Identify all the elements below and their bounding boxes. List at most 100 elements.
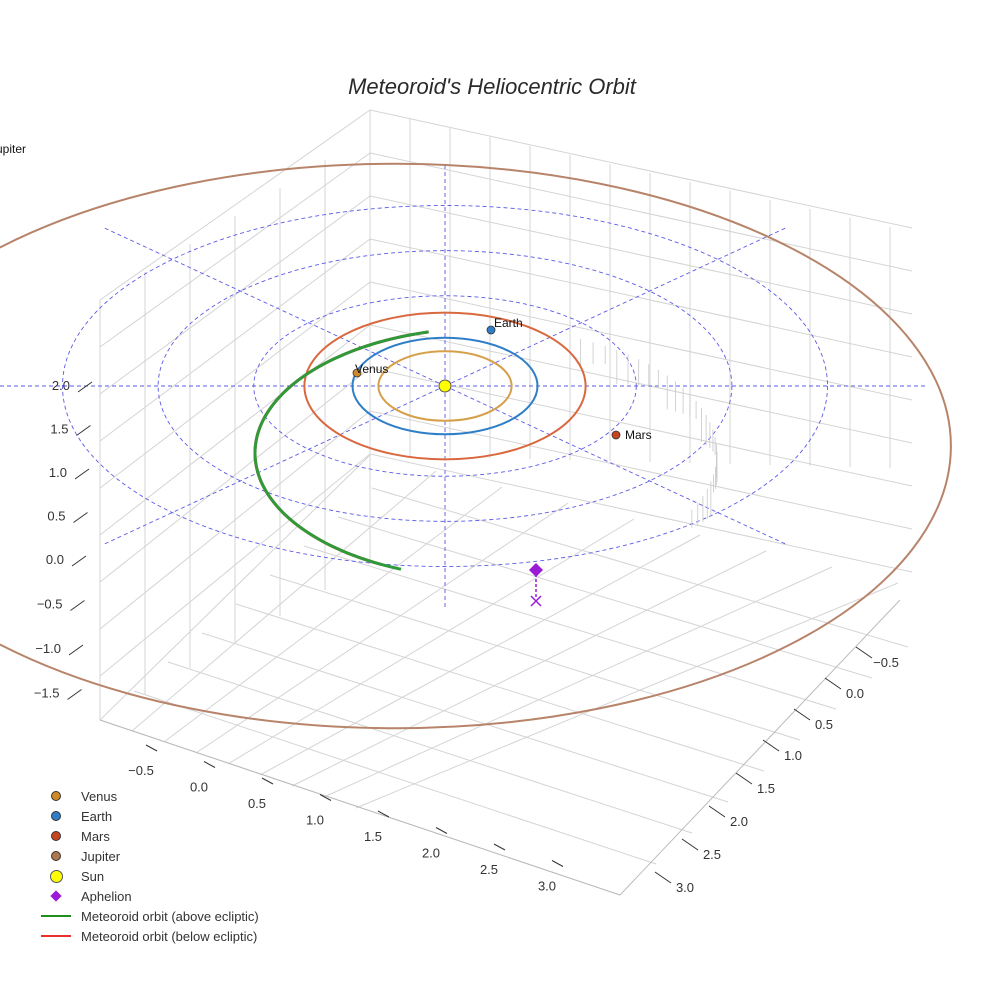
- z-tick-mark: [74, 468, 90, 480]
- legend-symbol: [38, 826, 74, 846]
- y-tick-label: 0.0: [846, 686, 864, 701]
- legend-item: Meteoroid orbit (below ecliptic): [38, 926, 259, 946]
- y-tick-mark: [654, 871, 672, 884]
- legend-item: Venus: [38, 786, 259, 806]
- orbit-jupiter: [0, 162, 952, 730]
- z-tick-label: −0.5: [37, 597, 63, 612]
- y-tick-label: 2.5: [703, 847, 721, 862]
- legend-item: Mars: [38, 826, 259, 846]
- planet-label-jupiter: Jupiter: [0, 142, 26, 156]
- legend-symbol: [38, 886, 74, 906]
- x-tick-label: 3.0: [538, 879, 556, 894]
- x-tick-label: 2.5: [480, 862, 498, 877]
- z-tick-mark: [73, 512, 88, 523]
- x-tick-mark: [145, 744, 158, 752]
- reference-circle: [157, 250, 733, 522]
- legend-label: Earth: [81, 808, 113, 824]
- radial-spoke: [104, 385, 446, 545]
- orbit-mars: [303, 311, 587, 461]
- legend-label: Meteoroid orbit (above ecliptic): [81, 908, 259, 924]
- y-tick-label: 0.5: [815, 717, 833, 732]
- x-tick-label: 1.5: [364, 829, 382, 844]
- legend: Venus Earth Mars Jupiter Sun Aphelion Meteoroi…: [38, 786, 259, 946]
- x-tick-mark: [493, 843, 506, 851]
- x-tick-label: 0.0: [190, 780, 208, 795]
- legend-item: Meteoroid orbit (above ecliptic): [38, 906, 259, 926]
- legend-item: Earth: [38, 806, 259, 826]
- z-tick-label: 0.0: [46, 552, 64, 567]
- y-tick-mark: [762, 739, 780, 752]
- aphelion-marker: [529, 563, 543, 577]
- markers: Venus Earth Mars Jupiter: [0, 142, 652, 607]
- meteoroid-orbit-above: [253, 330, 429, 551]
- z-tick-mark: [68, 644, 84, 656]
- z-tick-label: 0.5: [47, 509, 65, 524]
- x-tick-mark: [319, 794, 332, 801]
- x-tick-mark: [261, 777, 274, 785]
- orbit-venus: [377, 350, 513, 422]
- legend-label: Aphelion: [81, 888, 132, 904]
- y-tick-mark: [824, 677, 842, 690]
- x-tick-mark: [551, 860, 564, 867]
- legend-label: Mars: [81, 828, 110, 844]
- planet-marker-earth: [486, 325, 496, 335]
- planet-label-earth: Earth: [494, 316, 523, 330]
- planet-label-mars: Mars: [625, 428, 652, 442]
- z-tick-mark: [70, 600, 85, 611]
- radial-spoke: [444, 227, 786, 387]
- x-tick-label: 1.0: [306, 813, 324, 828]
- z-tick-mark: [67, 689, 82, 700]
- x-tick-label: −0.5: [128, 763, 154, 778]
- orbits: [0, 162, 952, 730]
- z-tick-label: −1.5: [34, 686, 60, 701]
- z-tick-label: 1.0: [49, 465, 67, 480]
- x-tick-mark: [435, 827, 448, 834]
- legend-symbol: [38, 846, 74, 866]
- radial-spoke: [444, 385, 786, 545]
- z-tick-mark: [76, 425, 91, 436]
- legend-label: Jupiter: [81, 848, 121, 864]
- reference-circle: [62, 205, 828, 567]
- meteoroid-orbit-below-2: [253, 421, 382, 566]
- x-tick-mark: [377, 810, 390, 818]
- legend-item: Jupiter: [38, 846, 259, 866]
- z-tick-label: 1.5: [50, 422, 68, 437]
- y-tick-label: 1.5: [757, 781, 775, 796]
- legend-symbol: [38, 786, 74, 806]
- legend-symbol: [38, 926, 74, 946]
- z-tick-label: −1.0: [35, 641, 61, 656]
- aphelion-projection-marker: [530, 595, 542, 607]
- y-tick-mark: [855, 646, 873, 659]
- orbit-earth: [351, 336, 539, 436]
- sun-marker: [438, 379, 452, 393]
- planet-label-venus: Venus: [355, 362, 388, 376]
- legend-symbol: [38, 906, 74, 926]
- legend-symbol: [38, 806, 74, 826]
- y-tick-mark: [681, 838, 699, 851]
- z-tick-mark: [77, 381, 93, 393]
- y-tick-mark: [708, 805, 726, 818]
- y-tick-label: 3.0: [676, 880, 694, 895]
- legend-label: Venus: [81, 788, 118, 804]
- x-tick-label: 2.0: [422, 846, 440, 861]
- legend-label: Sun: [81, 868, 105, 884]
- z-tick-mark: [71, 555, 87, 567]
- chart-title: Meteoroid's Heliocentric Orbit: [348, 74, 636, 99]
- y-tick-mark: [735, 772, 753, 785]
- x-tick-label: 0.5: [248, 796, 266, 811]
- z-tick-label: 2.0: [52, 378, 70, 393]
- y-tick-mark: [793, 708, 811, 721]
- axis-grid: [0, 109, 927, 896]
- legend-symbol: [38, 866, 74, 886]
- legend-label: Meteoroid orbit (below ecliptic): [81, 928, 258, 944]
- axis-ticks: 2.0 1.5 1.0 0.5 0.0 −0.5 −1.0 −1.5 −0.5 0.0 0.5 1.0…: [34, 378, 899, 895]
- planet-marker-mars: [611, 430, 621, 440]
- legend-item: Aphelion: [38, 886, 259, 906]
- y-tick-label: 2.0: [730, 814, 748, 829]
- y-tick-label: 1.0: [784, 748, 802, 763]
- y-tick-label: −0.5: [873, 655, 899, 670]
- meteoroid-orbit-above-transition: [338, 547, 402, 571]
- x-tick-mark: [203, 761, 216, 768]
- legend-item: Sun: [38, 866, 259, 886]
